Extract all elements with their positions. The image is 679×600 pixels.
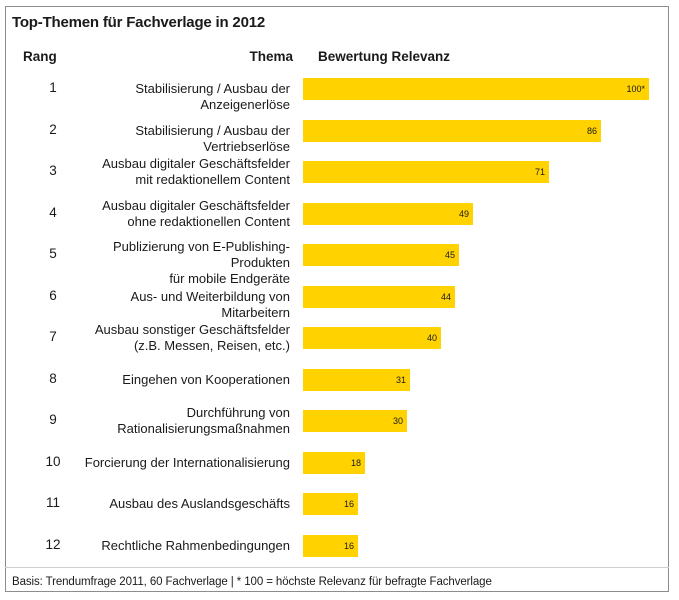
- header-topic: Thema: [249, 49, 293, 64]
- category-label-line: Ausbau des Auslandsgeschäfts: [109, 496, 290, 511]
- category-label: Ausbau sonstiger Geschäftsfelder (z.B. Me…: [60, 322, 290, 354]
- bar-value-label: 31: [395, 374, 406, 385]
- bar-value-label: 40: [426, 333, 437, 343]
- bar-value-label: 18: [350, 457, 361, 468]
- category-label: Forcierung der Internationalisierung: [60, 455, 290, 471]
- rank-label: 6: [49, 287, 57, 303]
- bar-value-label: 100*: [626, 84, 645, 94]
- category-label-line: Ausbau digitaler Geschäftsfelder: [102, 197, 290, 213]
- category-label: Rechtliche Rahmenbedingungen: [60, 538, 290, 554]
- category-label: Durchführung von Rationalisierungsmaßnahm…: [60, 405, 290, 437]
- bar-value-label: 86: [586, 125, 597, 136]
- bar: [303, 368, 410, 391]
- chart-frame: [5, 6, 669, 592]
- bar: [303, 161, 549, 183]
- category-label-line: Durchführung von: [186, 405, 290, 420]
- category-label: Ausbau digitaler Geschäftsfelder ohne red…: [60, 198, 290, 230]
- bar: [303, 244, 459, 266]
- bar-value-label: 16: [343, 540, 354, 551]
- category-label-line: mit redaktionellem Content: [135, 172, 290, 187]
- bar: [303, 451, 365, 474]
- category-label: Aus- und Weiterbildung von Mitarbeitern: [60, 289, 290, 321]
- rank-label: 10: [45, 453, 61, 469]
- category-label-line: Rationalisierungsmaßnahmen: [117, 421, 290, 436]
- rank-label: 5: [49, 246, 57, 261]
- bar: [303, 493, 358, 515]
- category-label-line: Publizierung von E-Publishing-Produkten: [112, 239, 290, 270]
- category-label-line: ohne redaktionellen Content: [127, 213, 290, 229]
- category-label: Ausbau digitaler Geschäftsfelder mit reda…: [60, 156, 290, 188]
- category-label-line: Stabilisierung / Ausbau der Anzeigenerlö…: [135, 81, 290, 112]
- rank-label: 4: [49, 204, 57, 220]
- chart-title: Top-Themen für Fachverlage in 2012: [12, 14, 265, 31]
- footer-divider: [5, 567, 669, 568]
- category-label: Stabilisierung / Ausbau der Anzeigenerlö…: [60, 81, 290, 113]
- bar-value-label: 45: [444, 250, 455, 260]
- bar-value-label: 71: [534, 167, 545, 177]
- rank-label: 9: [49, 412, 57, 427]
- bar-value-label: 44: [440, 291, 451, 302]
- bar-value-label: 16: [343, 499, 354, 509]
- rank-label: 2: [49, 121, 57, 137]
- category-label: Stabilisierung / Ausbau der Vertriebserl…: [60, 123, 290, 155]
- rank-label: 7: [49, 329, 57, 344]
- rank-label: 3: [49, 163, 57, 178]
- rank-label: 1: [49, 80, 57, 95]
- bar-value-label: 30: [392, 416, 403, 426]
- bar: [303, 327, 441, 349]
- bar: [303, 534, 358, 557]
- category-label-line: Rechtliche Rahmenbedingungen: [101, 537, 290, 553]
- bar: [303, 202, 473, 225]
- footer-note: Basis: Trendumfrage 2011, 60 Fachverlage…: [12, 576, 492, 588]
- bar: [303, 410, 407, 432]
- rank-label: 11: [45, 495, 60, 510]
- header-rating: Bewertung Relevanz: [318, 49, 451, 64]
- category-label: Publizierung von E-Publishing-Produkten f…: [60, 239, 290, 287]
- header-rank: Rang: [23, 49, 57, 64]
- category-label-line: Stabilisierung / Ausbau der Vertriebserl…: [135, 122, 290, 154]
- bar-value-label: 49: [458, 208, 469, 219]
- bar: [303, 78, 649, 100]
- rank-label: 8: [49, 370, 57, 386]
- rank-label: 12: [45, 536, 61, 552]
- category-label: Ausbau des Auslandsgeschäfts: [60, 496, 290, 512]
- category-label-line: Ausbau sonstiger Geschäftsfelder: [94, 322, 290, 337]
- bar: [303, 285, 455, 308]
- category-label-line: Aus- und Weiterbildung von Mitarbeitern: [130, 288, 290, 320]
- bar: [303, 119, 601, 142]
- category-label-line: (z.B. Messen, Reisen, etc.): [133, 338, 290, 353]
- category-label-line: Forcierung der Internationalisierung: [84, 454, 290, 470]
- category-label: Eingehen von Kooperationen: [60, 372, 290, 388]
- category-label-line: Eingehen von Kooperationen: [122, 371, 290, 387]
- category-label-line: für mobile Endgeräte: [169, 271, 290, 286]
- category-label-line: Ausbau digitaler Geschäftsfelder: [102, 156, 290, 171]
